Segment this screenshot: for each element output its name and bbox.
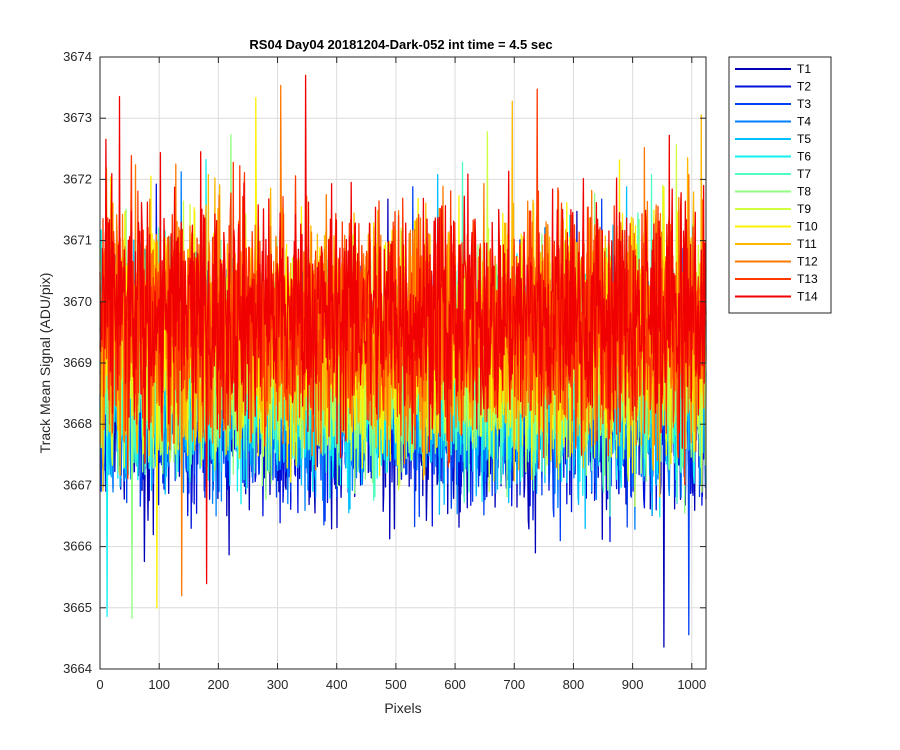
x-tick-label: 100 [148, 677, 170, 692]
x-axis-label: Pixels [384, 700, 421, 716]
y-tick-label: 3672 [63, 171, 92, 186]
legend-label-t3: T3 [797, 97, 811, 111]
y-tick-label: 3668 [63, 416, 92, 431]
y-tick-label: 3666 [63, 539, 92, 554]
legend-label-t10: T10 [797, 220, 818, 234]
y-tick-label: 3669 [63, 355, 92, 370]
x-tick-label: 1000 [677, 677, 706, 692]
legend-label-t11: T11 [797, 237, 817, 251]
series-lines [99, 74, 707, 648]
legend: T1 T2 T3 T4 T5 T6 T7 T8 T9 T10 T11 T12 T13 T14 [728, 56, 832, 314]
legend-box [728, 56, 832, 314]
legend-label-t4: T4 [797, 115, 811, 129]
y-tick-label: 3673 [63, 110, 92, 125]
legend-label-t13: T13 [797, 272, 818, 286]
y-tick-label: 3664 [63, 661, 92, 676]
x-tick-label: 200 [208, 677, 230, 692]
series-line-t14 [99, 74, 707, 585]
legend-label-t12: T12 [797, 255, 818, 269]
plot-area: 0 100 200 300 400 500 600 700 800 900 1000 3664366… [63, 49, 707, 692]
y-tick-label: 3671 [63, 233, 92, 248]
x-tick-label: 0 [96, 677, 103, 692]
y-axis-label: Track Mean Signal (ADU/pix) [37, 273, 53, 454]
x-ticks: 0 100 200 300 400 500 600 700 800 900 1000 [96, 57, 706, 692]
legend-label-t7: T7 [797, 167, 811, 181]
legend-label-t5: T5 [797, 132, 811, 146]
legend-label-t14: T14 [797, 290, 818, 304]
y-tick-label: 3674 [63, 49, 92, 64]
x-tick-label: 500 [385, 677, 407, 692]
legend-label-t2: T2 [797, 80, 811, 94]
y-tick-label: 3665 [63, 600, 92, 615]
x-tick-label: 300 [267, 677, 289, 692]
legend-label-t6: T6 [797, 150, 811, 164]
y-tick-label: 3670 [63, 294, 92, 309]
legend-label-t8: T8 [797, 185, 811, 199]
x-tick-label: 900 [622, 677, 644, 692]
legend-label-t9: T9 [797, 202, 811, 216]
y-tick-label: 3667 [63, 477, 92, 492]
y-ticks: 3664 3665 3666 3667 3668 3669 3670 3671 3672 3673… [63, 49, 706, 676]
chart-title: RS04 Day04 20181204-Dark-052 int time = … [249, 37, 552, 52]
x-tick-label: 400 [326, 677, 348, 692]
legend-label-t1: T1 [797, 62, 811, 76]
x-tick-label: 800 [563, 677, 585, 692]
x-tick-label: 700 [503, 677, 525, 692]
x-tick-label: 600 [444, 677, 466, 692]
